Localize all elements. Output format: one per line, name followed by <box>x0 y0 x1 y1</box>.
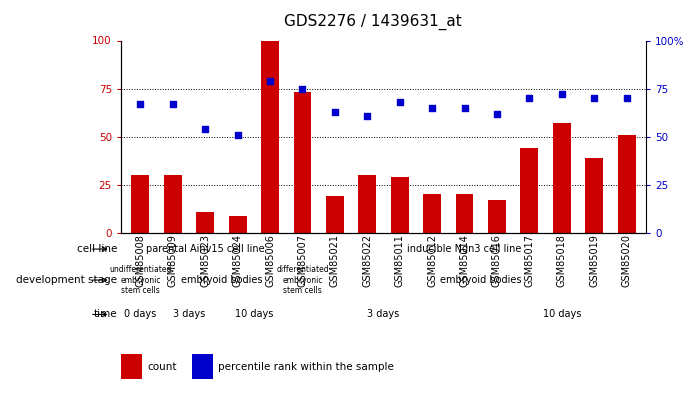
Bar <box>164 175 182 233</box>
Point <box>459 104 470 111</box>
Bar <box>294 92 312 233</box>
Text: cell line: cell line <box>77 244 117 254</box>
Point <box>167 101 178 107</box>
Bar <box>391 177 408 233</box>
Text: undifferentiated
embryonic
stem cells: undifferentiated embryonic stem cells <box>109 265 171 295</box>
Point <box>394 99 405 105</box>
Text: percentile rank within the sample: percentile rank within the sample <box>218 362 394 371</box>
Text: GDS2276 / 1439631_at: GDS2276 / 1439631_at <box>284 14 462 30</box>
Text: embryoid bodies: embryoid bodies <box>180 275 262 285</box>
Bar <box>423 194 441 233</box>
Text: 10 days: 10 days <box>542 309 581 320</box>
Bar <box>229 215 247 233</box>
Point <box>426 104 437 111</box>
Point <box>524 95 535 102</box>
Point <box>556 91 567 98</box>
Text: embryoid bodies: embryoid bodies <box>440 275 522 285</box>
Text: 3 days: 3 days <box>368 309 399 320</box>
Bar <box>192 354 213 379</box>
Bar <box>196 212 214 233</box>
Bar <box>131 175 149 233</box>
Point <box>362 112 373 119</box>
Text: 0 days: 0 days <box>124 309 156 320</box>
Bar <box>455 194 473 233</box>
Bar <box>520 148 538 233</box>
Point <box>491 111 502 117</box>
Text: development stage: development stage <box>17 275 117 285</box>
Point <box>135 101 146 107</box>
Text: 10 days: 10 days <box>235 309 273 320</box>
Point <box>265 78 276 84</box>
Text: differentiated
embryonic
stem cells: differentiated embryonic stem cells <box>276 265 329 295</box>
Text: inducible Ngn3 cell line: inducible Ngn3 cell line <box>408 244 522 254</box>
Text: 3 days: 3 days <box>173 309 205 320</box>
Text: time: time <box>94 309 117 320</box>
Bar <box>326 196 344 233</box>
Point <box>200 126 211 132</box>
Bar <box>618 135 636 233</box>
Point <box>621 95 632 102</box>
Text: count: count <box>147 362 177 371</box>
Point <box>330 109 341 115</box>
Bar <box>488 200 506 233</box>
Point <box>589 95 600 102</box>
Text: parental Ainv15 cell line: parental Ainv15 cell line <box>146 244 265 254</box>
Bar <box>261 40 279 233</box>
Bar <box>121 354 142 379</box>
Point <box>232 132 243 138</box>
Point <box>297 85 308 92</box>
Bar <box>585 158 603 233</box>
Bar <box>359 175 376 233</box>
Bar <box>553 123 571 233</box>
